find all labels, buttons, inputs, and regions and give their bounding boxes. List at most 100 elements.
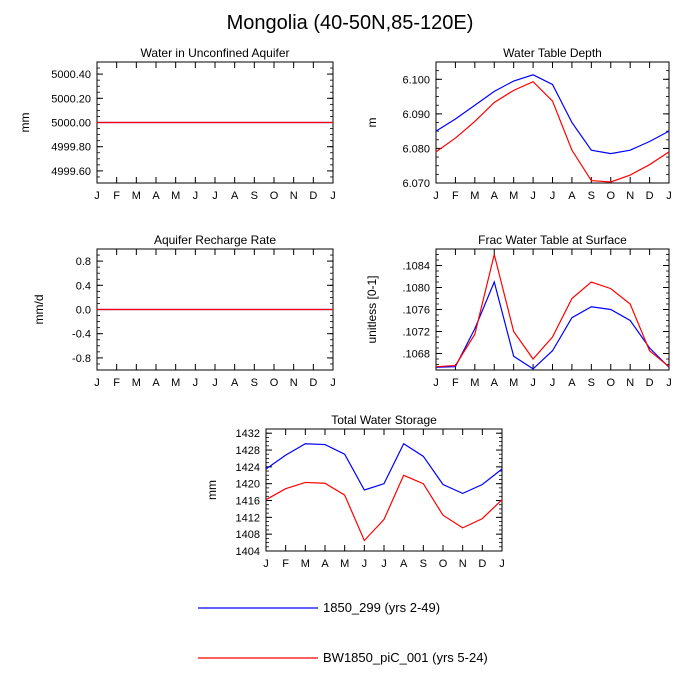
x-tick-label: M: [509, 190, 518, 202]
y-axis-label: mm: [18, 113, 32, 133]
x-tick-label: A: [231, 190, 239, 202]
x-tick-label: M: [132, 190, 141, 202]
y-tick-label: 5000.20: [51, 93, 91, 105]
x-tick-label: S: [420, 558, 427, 570]
x-tick-label: J: [94, 190, 100, 202]
x-tick-label: J: [193, 377, 199, 389]
x-tick-label: J: [330, 377, 336, 389]
y-tick-label: 4999.80: [51, 142, 91, 154]
y-tick-label: 1420: [236, 479, 260, 491]
x-tick-label: M: [509, 377, 518, 389]
x-tick-label: J: [212, 377, 218, 389]
y-tick-label: 5000.00: [51, 118, 91, 130]
y-tick-label: .1068: [402, 349, 430, 361]
x-tick-label: O: [439, 558, 448, 570]
x-tick-label: D: [646, 190, 654, 202]
x-tick-label: N: [626, 190, 634, 202]
x-tick-label: J: [550, 377, 556, 389]
y-tick-label: 5000.40: [51, 69, 91, 81]
y-tick-label: 0.4: [76, 280, 91, 292]
x-tick-label: J: [550, 190, 556, 202]
legend: [198, 607, 318, 659]
x-tick-label: J: [666, 190, 672, 202]
panel-water-table-depth: Water Table Depth m 6.070 6.080 6.090 6.100 J F…: [365, 46, 672, 202]
x-tick-label: D: [309, 377, 317, 389]
y-tick-label: -0.4: [72, 329, 91, 341]
y-axis-label: m: [365, 118, 379, 128]
y-tick-label: .1084: [402, 261, 430, 273]
x-tick-label: O: [606, 190, 615, 202]
panel-aquifer-recharge-rate: Aquifer Recharge Rate mm/d -0.8 -0.4 0.0 0.4 0…: [32, 233, 336, 389]
x-tick-label: J: [381, 558, 387, 570]
x-tick-label: D: [309, 190, 317, 202]
x-tick-label: F: [113, 377, 120, 389]
x-tick-label: A: [491, 190, 499, 202]
series-line-bw1850-pic-001-yrs-5-24: [435, 254, 670, 368]
x-tick-label: M: [470, 377, 479, 389]
y-axis-label: unitless [0-1]: [365, 275, 379, 343]
plot-frame: [265, 428, 503, 552]
panel-title: Frac Water Table at Surface: [478, 233, 627, 247]
x-tick-label: A: [491, 377, 499, 389]
y-tick-label: 1424: [236, 462, 260, 474]
x-tick-label: M: [340, 558, 349, 570]
x-tick-label: M: [470, 190, 479, 202]
x-tick-label: O: [270, 190, 279, 202]
x-tick-label: S: [588, 377, 595, 389]
panel-title: Aquifer Recharge Rate: [154, 233, 276, 247]
y-tick-label: 1412: [236, 512, 260, 524]
x-tick-label: F: [452, 190, 459, 202]
series-line-bw1850-pic-001-yrs-5-24: [265, 474, 503, 542]
x-tick-label: J: [330, 190, 336, 202]
x-tick-label: A: [321, 558, 329, 570]
x-tick-label: N: [290, 190, 298, 202]
x-tick-label: A: [231, 377, 239, 389]
x-tick-label: N: [626, 377, 634, 389]
x-tick-label: J: [499, 558, 505, 570]
panel-title: Water Table Depth: [503, 46, 602, 60]
y-tick-label: 6.080: [402, 143, 430, 155]
y-tick-label: 1408: [236, 529, 260, 541]
x-tick-label: J: [212, 190, 218, 202]
x-tick-label: A: [400, 558, 408, 570]
x-tick-label: O: [270, 377, 279, 389]
x-tick-label: M: [171, 377, 180, 389]
x-tick-label: A: [568, 190, 576, 202]
legend-label-series-2: BW1850_piC_001 (yrs 5-24): [323, 650, 488, 665]
x-tick-label: M: [171, 190, 180, 202]
plot-frame: [435, 61, 670, 184]
series-line-1850-299-yrs-2-49: [435, 280, 670, 370]
y-axis-label: mm/d: [32, 295, 46, 325]
y-tick-label: 1416: [236, 496, 260, 508]
x-tick-label: J: [530, 190, 536, 202]
x-tick-label: O: [606, 377, 615, 389]
panel-title: Total Water Storage: [331, 413, 437, 427]
y-tick-label: 6.100: [402, 74, 430, 86]
series-line-bw1850-pic-001-yrs-5-24: [435, 80, 670, 183]
x-tick-label: J: [433, 377, 439, 389]
y-tick-label: 1432: [236, 428, 260, 440]
x-tick-label: A: [152, 377, 160, 389]
x-tick-label: N: [290, 377, 298, 389]
x-tick-label: M: [301, 558, 310, 570]
x-tick-label: J: [193, 190, 199, 202]
x-tick-label: S: [251, 377, 258, 389]
panel-water-in-unconfined-aquifer: Water in Unconfined Aquifer mm 4999.60 4999…: [18, 46, 336, 202]
figure-title: Mongolia (40-50N,85-120E): [226, 12, 474, 34]
x-tick-label: D: [646, 377, 654, 389]
x-tick-label: M: [132, 377, 141, 389]
series-line-1850-299-yrs-2-49: [265, 442, 503, 495]
panel-total-water-storage: Total Water Storage mm 1404 1408 1412 1416 142…: [205, 413, 505, 570]
x-tick-label: S: [251, 190, 258, 202]
y-tick-label: .1076: [402, 305, 430, 317]
y-tick-label: 0.0: [76, 305, 91, 317]
series-line-1850-299-yrs-2-49: [435, 74, 670, 155]
x-tick-label: J: [263, 558, 269, 570]
plot-frame: [435, 248, 670, 371]
y-tick-label: .1072: [402, 327, 430, 339]
y-tick-label: 1404: [236, 546, 260, 558]
x-tick-label: F: [282, 558, 289, 570]
x-tick-label: F: [452, 377, 459, 389]
x-tick-label: A: [568, 377, 576, 389]
